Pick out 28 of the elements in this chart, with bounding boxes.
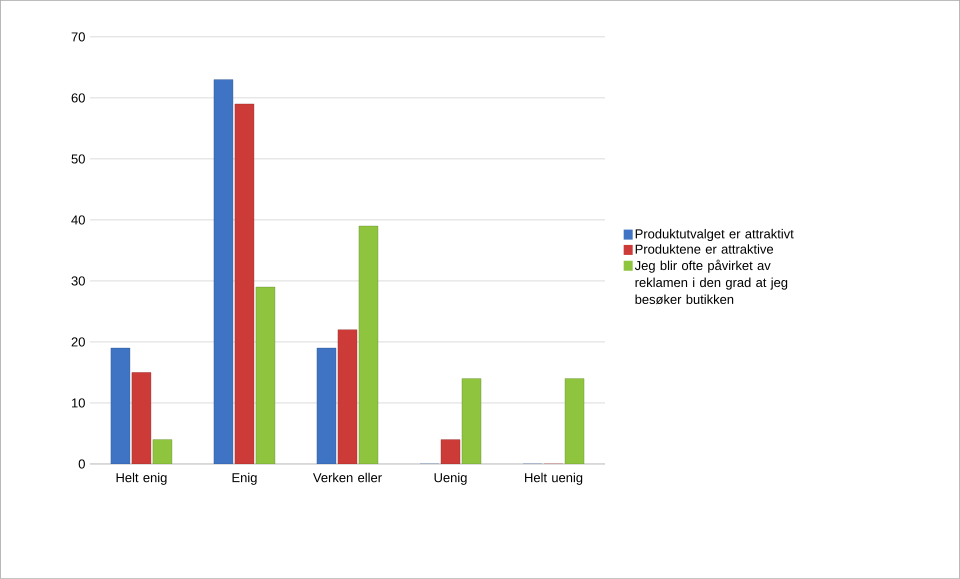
y-tick-label: 10 (72, 398, 85, 408)
y-tick-label: 40 (71, 215, 85, 225)
bar (316, 348, 336, 464)
y-tick-label: 50 (72, 154, 85, 164)
x-tick-label: Helt uenig (525, 472, 582, 485)
bar (214, 79, 234, 464)
bar (110, 348, 130, 464)
legend-label: Produktutvalget er attraktivt (636, 228, 794, 242)
bar (358, 226, 378, 464)
x-tick-label: Verken eller (312, 472, 382, 482)
x-tick-label: Helt enig (116, 472, 167, 485)
bar (132, 372, 152, 464)
bar (462, 378, 482, 464)
bar (440, 439, 460, 464)
y-tick-label: 30 (72, 276, 85, 286)
bar (338, 330, 358, 464)
bar (256, 286, 276, 464)
bar (152, 439, 172, 464)
legend-label: Produktene er attraktive (636, 244, 774, 254)
y-tick-label: 0 (78, 459, 85, 469)
y-tick-label: 70 (72, 32, 85, 42)
legend-label: Jeg blir ofte påvirket av reklamen i den grad at jeg besøker butikken (634, 260, 788, 304)
y-tick-label: 20 (72, 337, 85, 347)
bar (234, 104, 254, 464)
x-tick-label: Enig (232, 472, 257, 485)
y-tick-label: 60 (72, 93, 85, 103)
bar (564, 378, 584, 464)
x-tick-label: Uenig (434, 472, 467, 485)
